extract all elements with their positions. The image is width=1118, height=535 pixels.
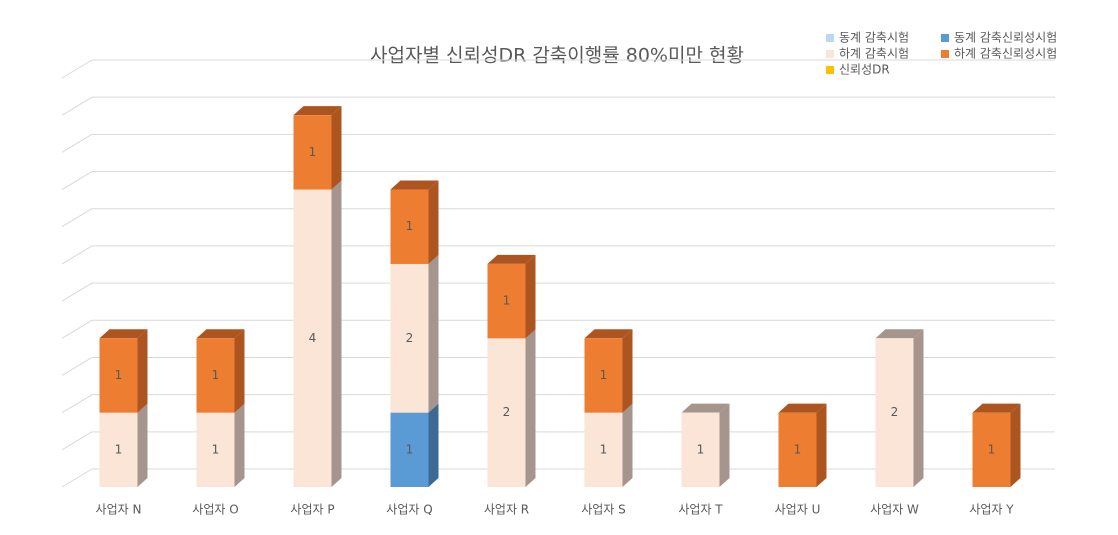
bar-side	[1010, 403, 1021, 487]
bar-side	[331, 106, 342, 190]
legend-swatch	[826, 66, 834, 74]
bar	[196, 338, 235, 413]
x-tick-label: 사업자 U	[775, 503, 821, 517]
bar-top	[293, 106, 342, 116]
x-tick-label: 사업자 W	[870, 503, 919, 517]
legend-swatch	[941, 34, 949, 42]
grid-line	[61, 282, 93, 302]
legend-swatch	[826, 50, 834, 58]
bar-side	[428, 180, 439, 264]
bar	[196, 412, 235, 487]
x-tick-label: 사업자 S	[581, 503, 626, 517]
value-label: 1	[697, 442, 705, 456]
bar	[584, 338, 623, 413]
bar	[584, 412, 623, 487]
bar-side	[622, 403, 633, 487]
bar-top	[778, 403, 827, 413]
bar-side	[719, 403, 730, 487]
value-label: 1	[212, 368, 220, 382]
x-tick-label: 사업자 T	[678, 503, 723, 517]
chart-title: 사업자별 신뢰성DR 감축이행률 80%미만 현황	[370, 45, 744, 67]
bar-top	[196, 329, 245, 339]
bar-top	[972, 403, 1021, 413]
bar-top	[875, 329, 924, 339]
grid-line	[61, 357, 93, 376]
value-label: 2	[406, 331, 414, 345]
x-tick-label: 사업자 N	[96, 503, 142, 517]
bar-side	[234, 403, 245, 487]
grid-line	[61, 59, 93, 79]
x-tick-label: 사업자 Y	[969, 503, 1014, 517]
bar-side	[622, 329, 633, 413]
bar	[293, 115, 332, 190]
value-label: 2	[503, 405, 511, 419]
legend-label: 신뢰성DR	[839, 63, 890, 77]
bar	[875, 338, 914, 487]
x-tick-label: 사업자 Q	[386, 503, 432, 517]
bar	[681, 412, 720, 487]
x-tick-label: 사업자 O	[192, 503, 238, 517]
bar-side	[137, 329, 148, 413]
bar-top	[390, 180, 439, 190]
legend-label: 하계 감축시험	[839, 47, 909, 61]
bar-side	[137, 403, 148, 487]
bar-side	[428, 254, 439, 413]
grid-line	[61, 96, 93, 116]
value-label: 2	[891, 405, 899, 419]
bar	[390, 263, 429, 413]
bar	[778, 412, 817, 487]
legend-label: 동계 감축신뢰성시험	[954, 31, 1057, 45]
bar	[99, 338, 138, 413]
bar	[487, 263, 526, 339]
value-label: 1	[115, 442, 123, 456]
grid-line	[61, 431, 93, 451]
legend-swatch	[826, 34, 834, 42]
grid-line	[61, 208, 93, 228]
value-label: 1	[600, 368, 608, 382]
bar-top	[584, 329, 633, 339]
x-tick-label: 사업자 P	[290, 503, 334, 517]
bar	[293, 189, 332, 487]
value-label: 1	[115, 368, 123, 382]
grid-line	[61, 133, 93, 153]
bar-side	[428, 403, 439, 487]
grid-line	[61, 394, 93, 414]
bar	[99, 412, 138, 487]
legend-label: 동계 감축시험	[839, 31, 909, 45]
legend-label: 하계 감축신뢰성시험	[954, 47, 1057, 61]
value-label: 1	[600, 442, 608, 456]
bar	[487, 338, 526, 487]
x-tick-label: 사업자 R	[484, 503, 529, 517]
value-label: 1	[406, 219, 414, 233]
grid-line	[61, 245, 93, 265]
grid-line	[61, 468, 93, 488]
bar-top	[681, 403, 730, 413]
bar	[390, 189, 429, 264]
grid-line	[61, 171, 93, 190]
bar-side	[816, 403, 827, 487]
bar-side	[525, 329, 536, 487]
value-label: 1	[794, 442, 802, 456]
value-label: 1	[503, 294, 511, 308]
bar	[972, 412, 1011, 487]
bar-side	[331, 180, 342, 487]
bar-top	[99, 329, 148, 339]
value-label: 1	[988, 442, 996, 456]
bar	[390, 412, 429, 487]
value-label: 1	[406, 442, 414, 456]
value-label: 4	[309, 331, 317, 345]
bar-side	[525, 254, 536, 339]
value-label: 1	[212, 442, 220, 456]
grid-line	[61, 319, 93, 339]
legend-swatch	[941, 50, 949, 58]
bar-side	[234, 329, 245, 413]
bar-top	[487, 254, 536, 264]
value-label: 1	[309, 145, 317, 159]
bar-side	[913, 329, 924, 487]
